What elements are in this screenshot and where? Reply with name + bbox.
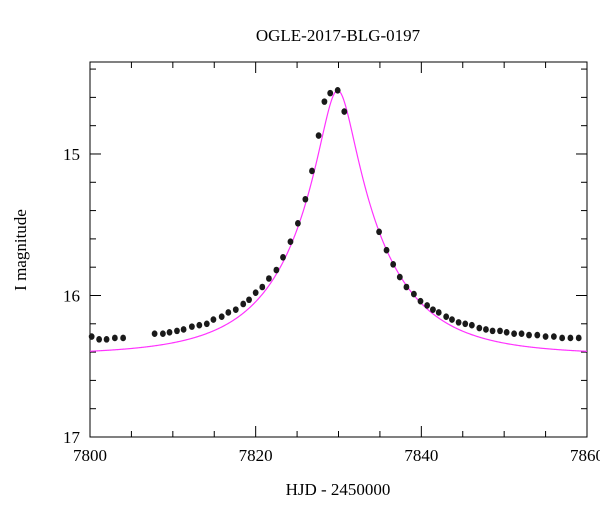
y-tick-label: 17 — [63, 428, 81, 447]
data-point — [159, 330, 166, 338]
data-point — [295, 220, 301, 227]
data-point — [396, 273, 403, 281]
data-point — [259, 283, 266, 291]
y-tick-label: 15 — [63, 145, 80, 164]
plot-area — [88, 61, 588, 438]
data-point — [225, 309, 232, 316]
data-point — [341, 108, 348, 115]
chart-title: OGLE-2017-BLG-0197 — [256, 26, 421, 45]
data-point — [449, 316, 455, 323]
data-points-layer — [88, 87, 582, 343]
data-point — [315, 132, 322, 139]
tick-labels: 7800 7820 7840 7860 15 16 17 — [63, 145, 600, 465]
data-point — [111, 334, 118, 342]
data-point — [455, 319, 462, 326]
data-point — [232, 306, 239, 313]
x-axis-label: HJD - 2450000 — [286, 480, 391, 499]
data-point — [287, 238, 294, 246]
data-point — [210, 316, 217, 323]
data-point — [417, 297, 424, 305]
data-point — [203, 320, 210, 328]
data-point — [273, 266, 280, 274]
data-point — [424, 302, 431, 309]
y-axis-label: I magnitude — [11, 209, 30, 291]
data-point — [550, 333, 557, 340]
data-point — [503, 328, 510, 336]
x-tick-label: 7860 — [570, 446, 600, 465]
data-point — [196, 321, 203, 329]
x-tick-label: 7800 — [73, 446, 107, 465]
data-point — [559, 334, 566, 342]
data-point — [575, 334, 582, 342]
data-point — [489, 327, 496, 335]
data-point — [309, 167, 315, 175]
x-tick-label: 7840 — [404, 446, 438, 465]
data-point — [166, 328, 173, 336]
data-point — [88, 333, 95, 340]
data-point — [376, 228, 382, 236]
data-point — [383, 246, 390, 254]
data-point — [430, 306, 436, 313]
data-point — [443, 313, 450, 321]
data-point — [542, 333, 549, 340]
x-tick-label: 7820 — [239, 446, 273, 465]
data-point — [334, 87, 341, 94]
data-point — [120, 334, 127, 342]
y-tick-label: 16 — [63, 286, 80, 305]
data-point — [483, 326, 489, 333]
data-point — [246, 296, 252, 304]
data-point — [534, 331, 541, 339]
plot-frame — [89, 61, 588, 438]
data-point — [435, 309, 442, 316]
data-point — [218, 313, 225, 321]
data-point — [403, 283, 410, 291]
data-point — [240, 300, 247, 308]
data-point — [462, 320, 469, 328]
data-point — [327, 89, 334, 97]
data-point — [526, 331, 532, 339]
data-point — [497, 327, 503, 335]
axis-ticks — [89, 62, 588, 438]
data-point — [103, 336, 110, 343]
data-point — [476, 324, 483, 332]
data-point — [511, 330, 518, 338]
data-point — [567, 334, 574, 342]
model-curve — [89, 89, 588, 352]
data-point — [302, 195, 309, 203]
data-point — [180, 326, 187, 333]
data-point — [252, 289, 259, 296]
data-point — [390, 261, 397, 268]
data-point — [280, 253, 286, 261]
data-point — [188, 323, 195, 330]
data-point — [410, 290, 417, 298]
data-point — [518, 330, 525, 338]
data-point — [468, 321, 475, 329]
data-point — [96, 336, 103, 343]
model-curve-layer — [89, 89, 588, 352]
data-point — [321, 98, 328, 105]
data-point — [174, 327, 180, 335]
data-point — [266, 275, 272, 282]
data-point — [151, 330, 158, 338]
